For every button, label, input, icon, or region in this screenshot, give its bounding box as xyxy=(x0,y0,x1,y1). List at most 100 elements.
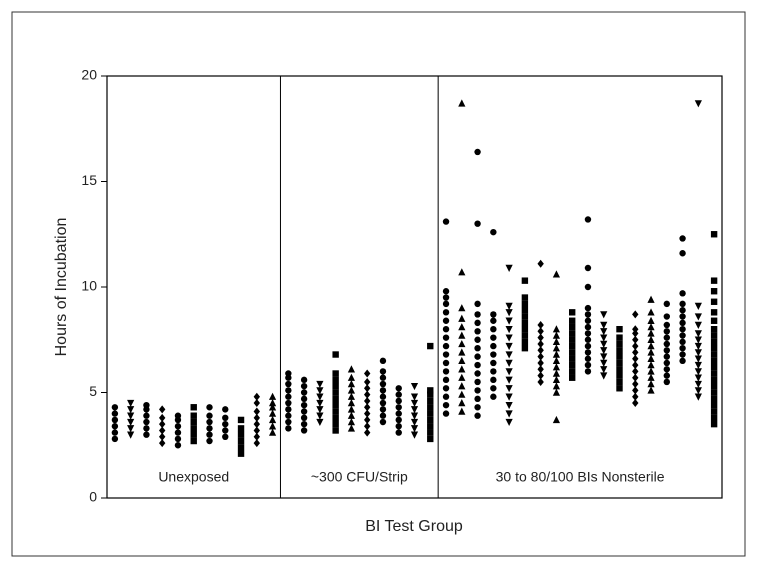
point xyxy=(206,404,213,411)
point xyxy=(647,342,655,350)
point xyxy=(474,370,481,377)
point xyxy=(552,331,561,339)
point xyxy=(600,353,608,361)
point xyxy=(410,412,419,420)
point xyxy=(505,326,513,334)
point xyxy=(458,356,466,365)
point xyxy=(474,148,481,156)
point xyxy=(694,380,702,389)
point xyxy=(647,348,655,356)
point xyxy=(616,385,623,392)
point xyxy=(474,404,481,411)
point xyxy=(395,391,402,398)
point xyxy=(584,264,592,272)
point xyxy=(206,412,213,419)
point xyxy=(285,387,292,394)
point xyxy=(300,427,308,434)
point xyxy=(474,328,481,335)
point xyxy=(442,309,450,316)
point xyxy=(379,368,387,375)
point xyxy=(710,376,718,384)
point xyxy=(584,368,592,375)
point xyxy=(710,401,718,409)
point xyxy=(395,423,402,430)
point xyxy=(710,351,718,358)
point xyxy=(568,309,576,316)
point xyxy=(632,310,639,319)
point xyxy=(600,311,608,319)
point xyxy=(458,390,466,398)
point xyxy=(206,425,213,432)
point xyxy=(458,407,466,415)
point xyxy=(285,418,292,426)
point xyxy=(316,380,324,389)
point xyxy=(268,428,277,436)
point xyxy=(316,393,324,401)
point xyxy=(427,404,434,411)
point xyxy=(127,406,135,414)
point xyxy=(347,380,356,388)
point xyxy=(568,374,576,381)
point xyxy=(490,326,497,333)
point xyxy=(505,401,513,410)
point xyxy=(285,412,292,419)
point xyxy=(679,250,686,257)
point xyxy=(427,429,434,436)
point xyxy=(568,317,576,324)
point xyxy=(537,333,544,342)
point xyxy=(410,431,419,439)
point xyxy=(347,418,356,426)
point xyxy=(427,387,434,394)
point xyxy=(600,340,608,348)
point xyxy=(222,420,229,428)
point xyxy=(647,316,655,324)
point xyxy=(363,422,371,431)
point xyxy=(237,431,245,438)
point xyxy=(442,410,450,417)
point xyxy=(395,416,402,424)
point xyxy=(584,342,592,350)
point xyxy=(632,335,639,344)
point xyxy=(474,387,481,394)
point xyxy=(584,283,592,291)
point xyxy=(474,220,481,227)
point xyxy=(490,359,497,367)
point xyxy=(442,334,450,341)
point xyxy=(710,231,718,238)
point xyxy=(285,425,292,432)
point xyxy=(474,361,481,369)
point xyxy=(710,408,718,415)
point xyxy=(663,334,671,341)
point xyxy=(347,405,356,413)
point xyxy=(663,347,671,354)
point xyxy=(710,420,718,428)
point xyxy=(316,406,324,414)
y-tick-label: 15 xyxy=(81,172,97,188)
point xyxy=(694,361,702,370)
point xyxy=(521,294,529,301)
point xyxy=(458,399,466,407)
point xyxy=(268,403,277,411)
point xyxy=(427,342,434,350)
point xyxy=(174,423,182,430)
point xyxy=(552,325,561,333)
point xyxy=(521,277,529,284)
point xyxy=(710,317,718,324)
point xyxy=(710,288,718,295)
point xyxy=(127,399,135,408)
point xyxy=(521,326,529,333)
point xyxy=(458,365,466,373)
point xyxy=(647,361,655,369)
point xyxy=(552,350,561,358)
point xyxy=(600,366,608,374)
point xyxy=(584,304,592,312)
point xyxy=(268,415,277,424)
point xyxy=(710,414,718,422)
point xyxy=(300,389,308,396)
point xyxy=(253,432,261,441)
point xyxy=(616,366,623,373)
point xyxy=(632,373,639,382)
point xyxy=(410,399,419,408)
point xyxy=(379,418,387,426)
point xyxy=(268,392,277,400)
